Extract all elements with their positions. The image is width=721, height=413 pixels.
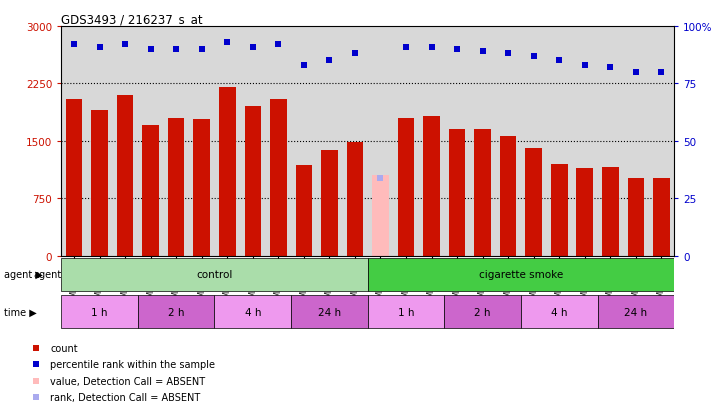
- Bar: [368, 295, 444, 329]
- Text: 4 h: 4 h: [244, 307, 261, 317]
- Bar: [444, 295, 521, 329]
- Text: percentile rank within the sample: percentile rank within the sample: [50, 359, 216, 369]
- Text: 2 h: 2 h: [474, 307, 491, 317]
- Text: control: control: [196, 270, 233, 280]
- Bar: [653, 178, 670, 256]
- Bar: [321, 151, 337, 256]
- Bar: [423, 117, 440, 256]
- Bar: [296, 166, 312, 256]
- Bar: [66, 100, 82, 256]
- Text: agent: agent: [33, 270, 61, 280]
- Text: time ▶: time ▶: [4, 307, 36, 317]
- Bar: [398, 119, 415, 256]
- Bar: [368, 258, 674, 292]
- Text: cigarette smoke: cigarette smoke: [479, 270, 563, 280]
- Bar: [602, 167, 619, 256]
- Bar: [61, 258, 368, 292]
- Bar: [521, 295, 598, 329]
- Bar: [92, 111, 108, 256]
- Bar: [215, 295, 291, 329]
- Text: 1 h: 1 h: [92, 307, 108, 317]
- Bar: [448, 130, 465, 256]
- Bar: [627, 178, 644, 256]
- Bar: [577, 168, 593, 256]
- Bar: [219, 88, 236, 256]
- Text: 2 h: 2 h: [168, 307, 185, 317]
- Bar: [526, 149, 542, 256]
- Bar: [117, 95, 133, 256]
- Text: count: count: [50, 343, 78, 353]
- Text: agent ▶: agent ▶: [4, 270, 43, 280]
- Bar: [347, 143, 363, 256]
- Bar: [168, 119, 185, 256]
- Bar: [372, 176, 389, 256]
- Bar: [598, 295, 674, 329]
- Text: value, Detection Call = ABSENT: value, Detection Call = ABSENT: [50, 376, 205, 386]
- Text: 4 h: 4 h: [551, 307, 567, 317]
- Text: 24 h: 24 h: [624, 307, 647, 317]
- Bar: [61, 295, 138, 329]
- Text: 1 h: 1 h: [398, 307, 415, 317]
- Text: 24 h: 24 h: [318, 307, 341, 317]
- Bar: [138, 295, 215, 329]
- Text: GDS3493 / 216237_s_at: GDS3493 / 216237_s_at: [61, 13, 203, 26]
- Text: rank, Detection Call = ABSENT: rank, Detection Call = ABSENT: [50, 392, 200, 402]
- Bar: [500, 137, 516, 256]
- Bar: [291, 295, 368, 329]
- Bar: [270, 100, 287, 256]
- Bar: [474, 130, 491, 256]
- Bar: [193, 120, 210, 256]
- Bar: [142, 126, 159, 256]
- Bar: [244, 107, 261, 256]
- Bar: [551, 164, 567, 256]
